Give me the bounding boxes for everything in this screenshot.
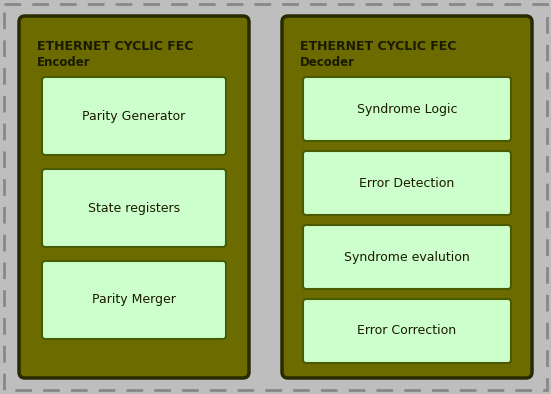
FancyBboxPatch shape: [42, 169, 226, 247]
Text: Parity Merger: Parity Merger: [92, 294, 176, 307]
Text: Syndrome evalution: Syndrome evalution: [344, 251, 470, 264]
Text: ETHERNET CYCLIC FEC: ETHERNET CYCLIC FEC: [300, 40, 456, 53]
Text: Error Correction: Error Correction: [358, 325, 457, 338]
FancyBboxPatch shape: [303, 225, 511, 289]
FancyBboxPatch shape: [42, 77, 226, 155]
FancyBboxPatch shape: [42, 261, 226, 339]
Text: Syndrome Logic: Syndrome Logic: [356, 102, 457, 115]
Text: Parity Generator: Parity Generator: [83, 110, 186, 123]
FancyBboxPatch shape: [19, 16, 249, 378]
Text: Decoder: Decoder: [300, 56, 355, 69]
FancyBboxPatch shape: [303, 77, 511, 141]
Text: ETHERNET CYCLIC FEC: ETHERNET CYCLIC FEC: [37, 40, 193, 53]
FancyBboxPatch shape: [303, 299, 511, 363]
FancyBboxPatch shape: [282, 16, 532, 378]
Text: State registers: State registers: [88, 201, 180, 214]
Text: Encoder: Encoder: [37, 56, 90, 69]
FancyBboxPatch shape: [303, 151, 511, 215]
Text: Error Detection: Error Detection: [359, 177, 455, 190]
FancyBboxPatch shape: [4, 4, 547, 390]
